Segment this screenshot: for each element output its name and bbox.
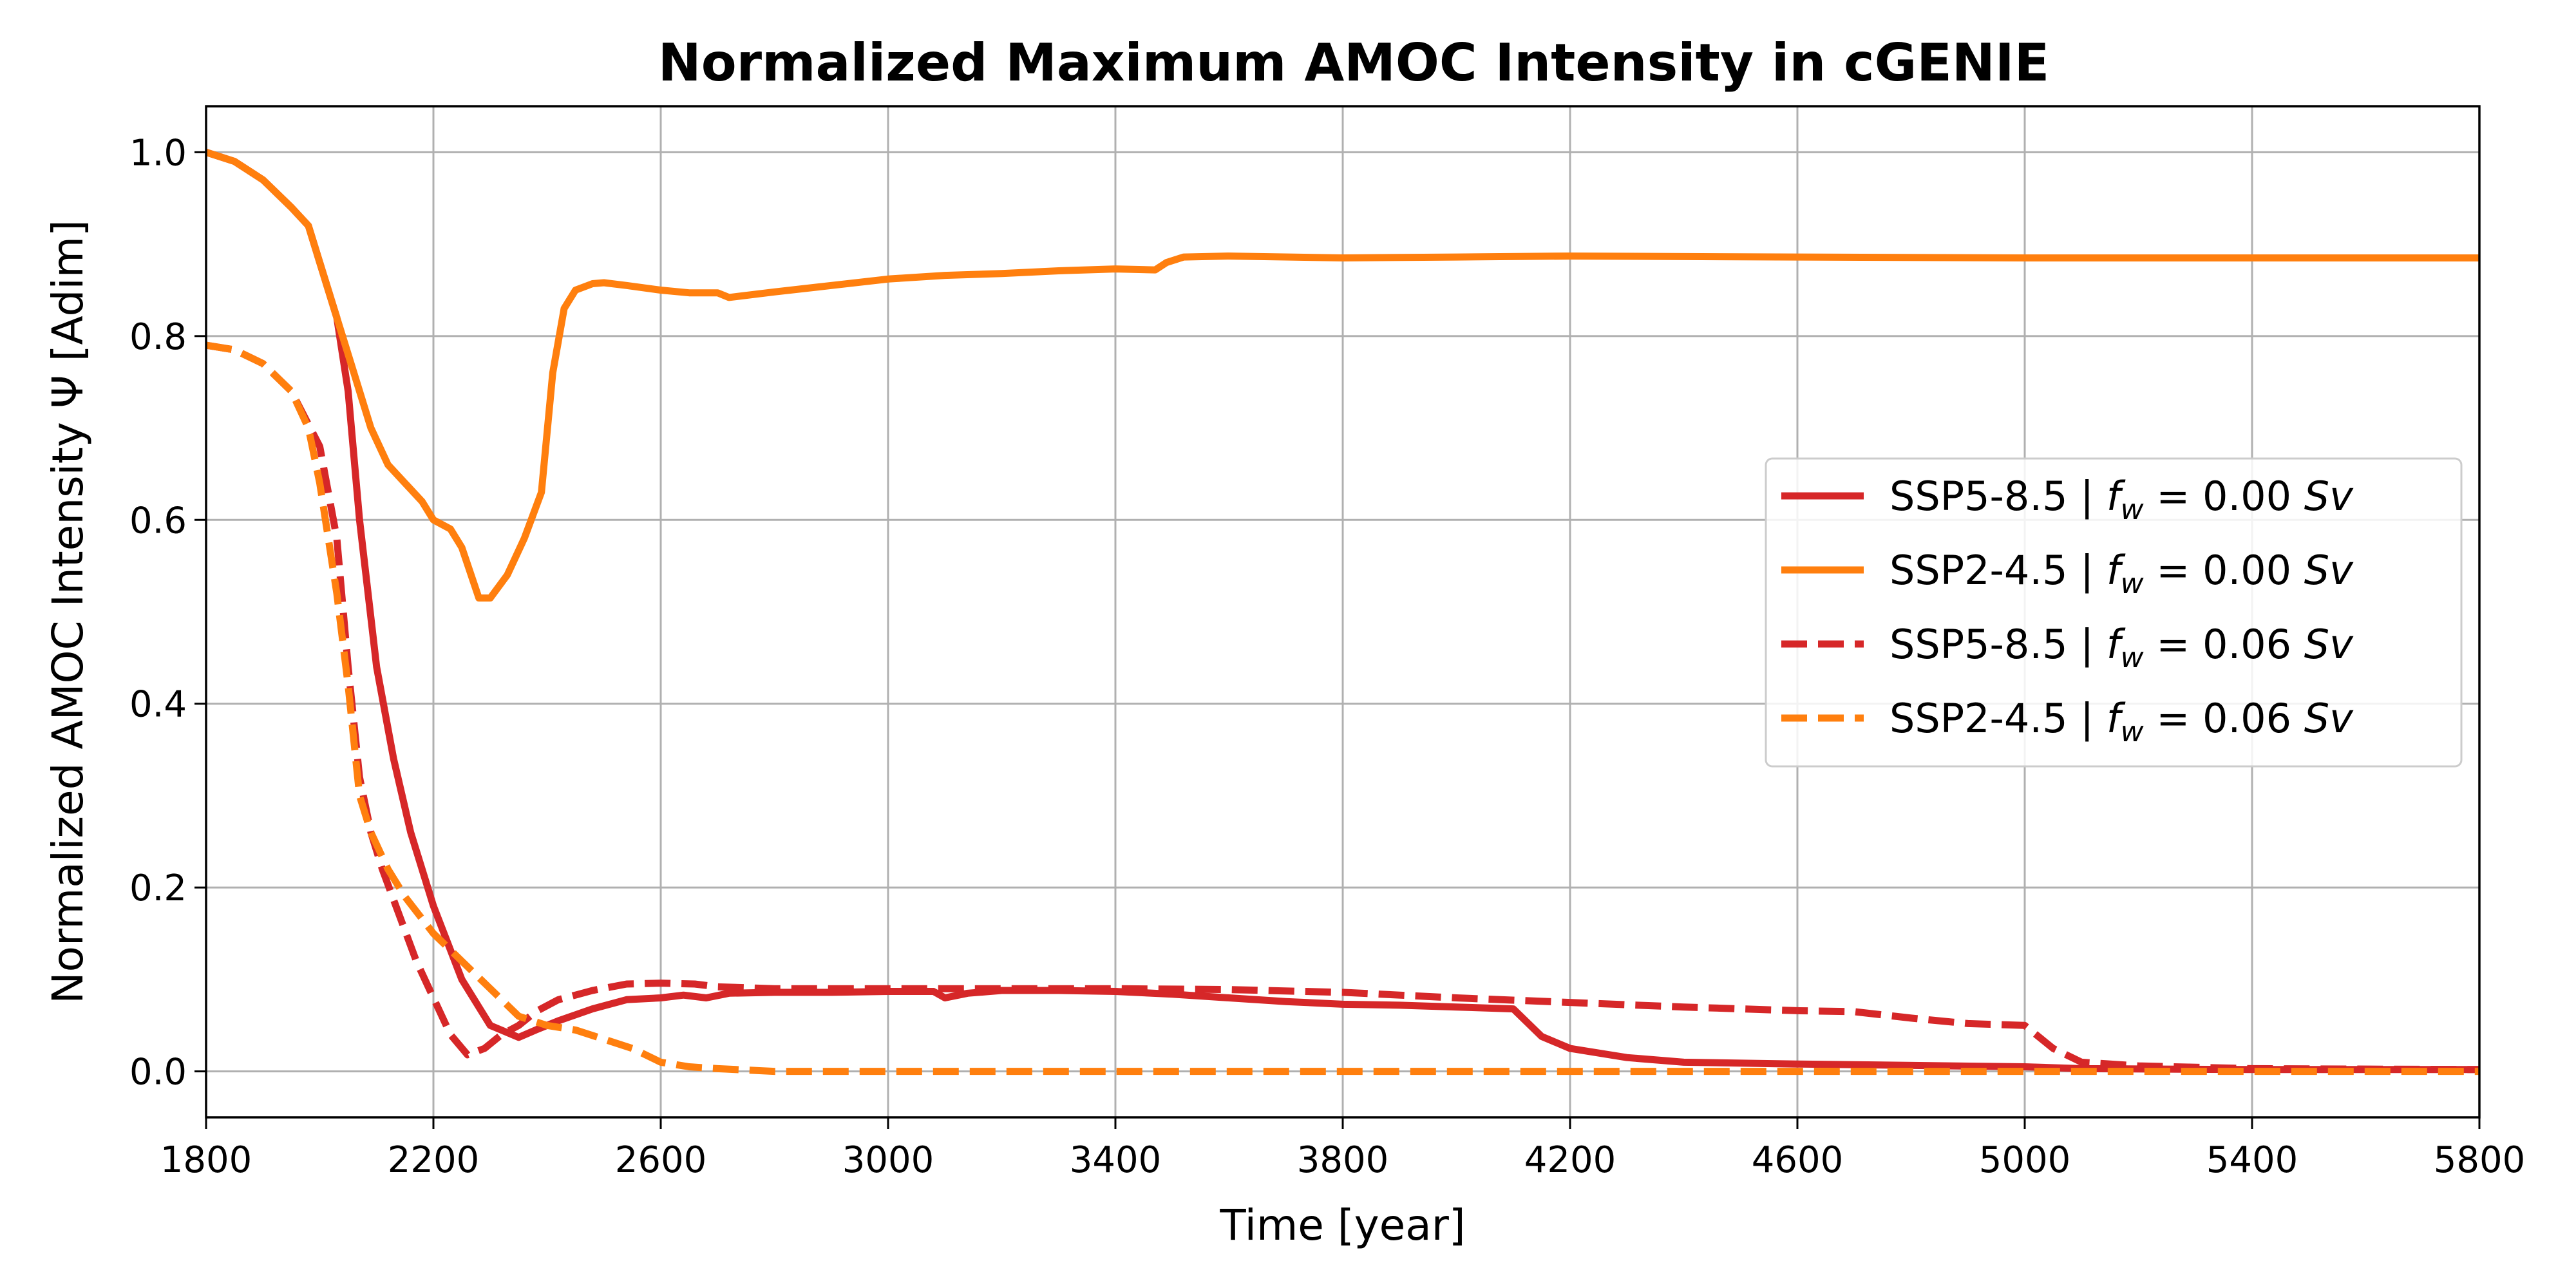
y-tick-label: 0.4 [129,684,187,726]
series-layer [205,149,2480,1075]
legend-box [1765,457,2463,768]
legend-entry-label: SSP2-4.5 | fw = 0.00 Sv [1889,547,2354,600]
x-axis-label: Time [year] [1219,1200,1465,1250]
y-tick-label: 0.2 [129,867,187,909]
legend-entry-label: SSP2-4.5 | fw = 0.06 Sv [1889,695,2354,748]
x-tick-label: 2600 [615,1139,707,1181]
x-tick-label: 5000 [1979,1139,2071,1181]
legend-entry-label: SSP5-8.5 | fw = 0.06 Sv [1889,621,2354,674]
chart-title: Normalized Maximum AMOC Intensity in cGE… [658,33,2050,93]
x-tick-label: 1800 [160,1139,252,1181]
x-tick-label: 3800 [1297,1139,1389,1181]
x-tick-label: 2200 [388,1139,480,1181]
tick-layer: 1800 2200 2600 3000 3400 3800 4200 4600 5000 5400… [129,132,2525,1181]
y-tick-label: 0.8 [129,316,187,358]
y-axis-label: Normalized AMOC Intensity Ψ [Adim] [43,220,93,1004]
x-tick-label: 5400 [2206,1139,2298,1181]
y-tick-label: 0.6 [129,500,187,542]
x-tick-label: 3400 [1070,1139,1162,1181]
legend-entry-label: SSP5-8.5 | fw = 0.00 Sv [1889,473,2354,526]
series-line-3 [205,341,2480,1074]
x-tick-label: 4600 [1752,1139,1844,1181]
x-tick-label: 4200 [1524,1139,1616,1181]
series-line-1 [205,149,2479,1074]
y-tick-label: 1.0 [129,132,187,174]
series-line-4 [205,341,2479,1075]
legend: SSP5-8.5 | fw = 0.00 Sv SSP2-4.5 | fw = 0… [1765,457,2463,768]
series-line-2 [205,149,2479,602]
x-tick-label: 3000 [842,1139,934,1181]
x-tick-label: 5800 [2434,1139,2526,1181]
y-tick-label: 0.0 [129,1052,187,1094]
